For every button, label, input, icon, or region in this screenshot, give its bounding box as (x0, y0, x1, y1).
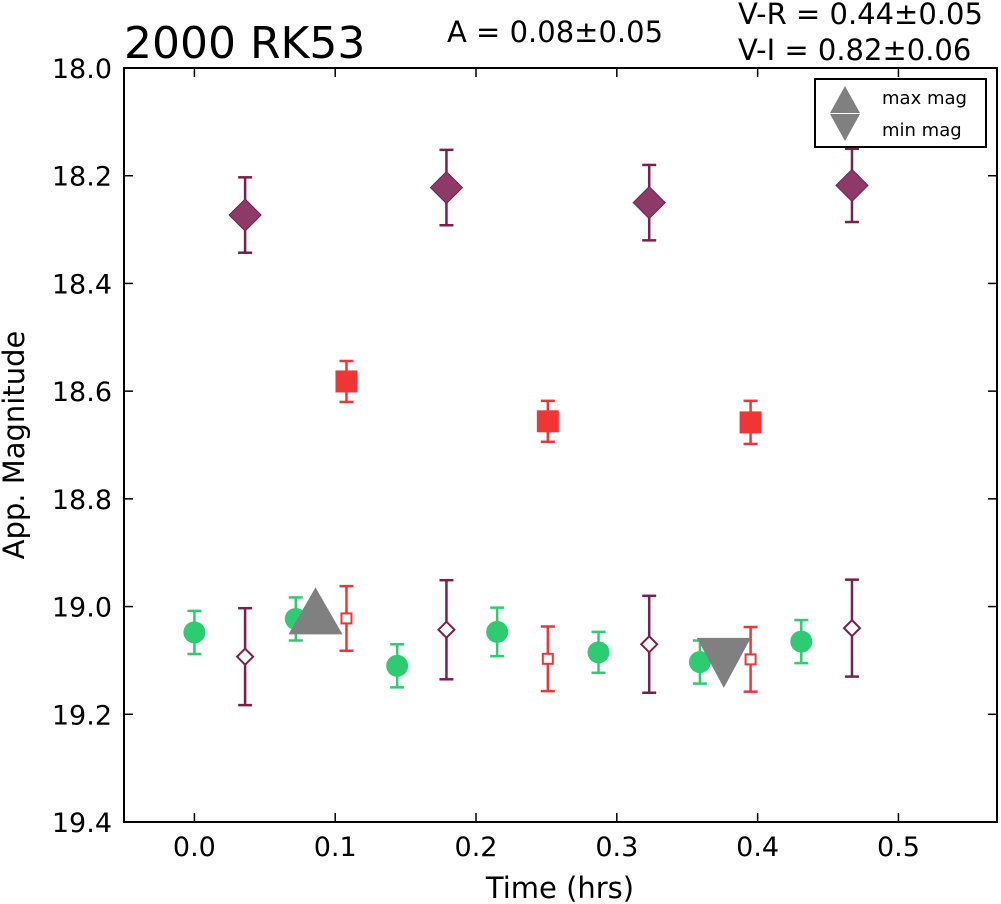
circle-point (790, 630, 813, 653)
legend-min-mag-label: min mag (882, 120, 962, 141)
x-tick-label: 0.3 (595, 832, 638, 863)
amplitude-annotation: A = 0.08±0.05 (447, 15, 663, 49)
y-tick-label: 18.8 (52, 485, 112, 516)
square-open-point (541, 652, 554, 665)
square-open-point (340, 612, 353, 625)
circle-point (386, 654, 409, 677)
v-i-annotation: V-I = 0.82±0.06 (738, 33, 971, 67)
y-tick-label: 19.0 (52, 593, 112, 624)
max-mag-marker (288, 587, 343, 635)
diamond-filled-point (228, 198, 262, 232)
legend: max mag min mag (814, 78, 987, 148)
y-tick-label: 19.4 (52, 808, 112, 839)
min-mag-marker (696, 637, 751, 688)
legend-min-mag-marker (830, 114, 860, 141)
x-tick-label: 0.4 (736, 832, 779, 863)
y-tick-label: 18.4 (52, 269, 112, 300)
chart-title: 2000 RK53 (124, 18, 365, 69)
square-open-point (744, 653, 757, 666)
circle-point (486, 620, 509, 643)
y-tick-label: 18.6 (52, 377, 112, 408)
diamond-filled-point (632, 185, 666, 220)
diamond-open-point (437, 620, 456, 640)
circle-point (688, 651, 711, 674)
circle-point (183, 621, 206, 644)
y-tick-label: 19.2 (52, 700, 112, 731)
diamond-filled-point (835, 168, 869, 203)
x-tick-label: 0.1 (314, 832, 357, 863)
square-filled-point (739, 411, 762, 434)
x-tick-label: 0.2 (455, 832, 498, 863)
circle-point (587, 641, 610, 664)
y-tick-label: 18.0 (52, 54, 112, 85)
square-filled-point (536, 410, 559, 433)
square-filled-point (335, 370, 358, 393)
x-axis-label: Time (hrs) (485, 871, 634, 904)
v-r-annotation: V-R = 0.44±0.05 (738, 0, 983, 31)
plot-frame (123, 67, 998, 823)
diamond-open-point (842, 618, 862, 638)
diamond-open-point (639, 634, 659, 654)
y-axis-label: App. Magnitude (0, 331, 31, 560)
diamond-filled-point (429, 170, 464, 205)
diamond-open-point (235, 647, 255, 667)
x-tick-label: 0.0 (173, 832, 216, 863)
legend-max-mag-marker (830, 86, 860, 113)
legend-max-mag-label: max mag (882, 88, 967, 109)
y-tick-label: 18.2 (52, 162, 112, 193)
x-tick-label: 0.5 (877, 832, 920, 863)
